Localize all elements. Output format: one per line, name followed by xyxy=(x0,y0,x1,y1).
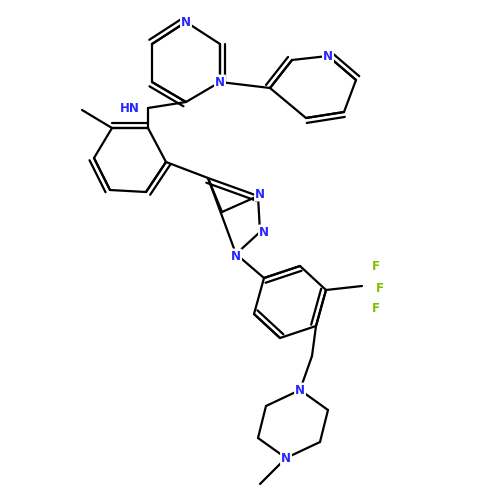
Text: N: N xyxy=(215,76,225,88)
Text: N: N xyxy=(231,250,241,262)
Text: N: N xyxy=(255,188,265,200)
Text: N: N xyxy=(259,226,269,238)
Text: F: F xyxy=(372,302,380,314)
Text: N: N xyxy=(281,452,291,464)
Text: N: N xyxy=(181,16,191,28)
Text: N: N xyxy=(323,50,333,62)
Text: F: F xyxy=(376,282,384,294)
Text: HN: HN xyxy=(120,102,140,114)
Text: F: F xyxy=(372,260,380,272)
Text: N: N xyxy=(295,384,305,396)
